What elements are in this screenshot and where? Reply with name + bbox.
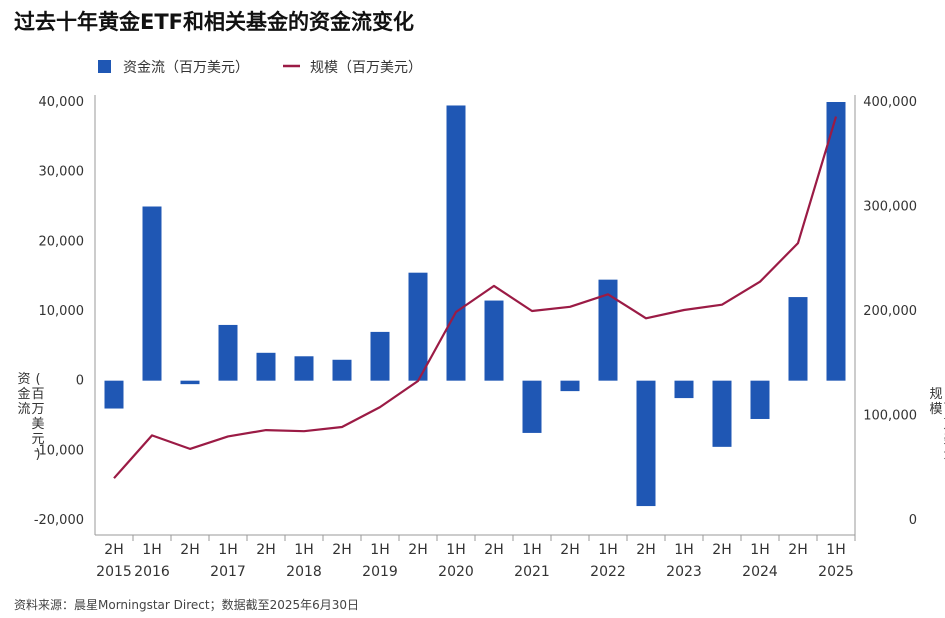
x-tick-half: 1H — [598, 542, 617, 558]
flow-bar — [218, 324, 238, 381]
x-tick-half: 1H — [522, 542, 541, 558]
aum-line-group — [113, 116, 838, 479]
flow-bar — [674, 380, 694, 399]
flow-bar — [256, 352, 276, 381]
right-tick-label: 200,000 — [863, 304, 917, 319]
legend-swatch-flows — [98, 60, 111, 73]
x-tick-half: 2H — [104, 542, 123, 558]
right-axis-ticks: 0 100,000 200,000 300,000 400,000 — [863, 95, 917, 528]
axis-title-line: (百万美元) — [31, 372, 44, 462]
left-tick-label: 0 — [76, 374, 84, 389]
flow-bar — [370, 331, 390, 381]
right-tick-label: 300,000 — [863, 200, 917, 215]
flow-bar — [484, 300, 504, 381]
x-tick-year: 2015 — [96, 564, 132, 580]
x-tick-year: 2019 — [362, 564, 398, 580]
x-axis-ticks: 2H 2015 1H 2016 2H 1H 2017 2H 1H 2018 2H 1H 2019 2H 1H… — [96, 535, 856, 580]
flow-bar — [142, 206, 162, 381]
x-tick-half: 1H — [218, 542, 237, 558]
legend-label-flows: 资金流（百万美元） — [123, 60, 249, 76]
x-tick-half: 2H — [788, 542, 807, 558]
x-tick-year: 2016 — [134, 564, 170, 580]
right-tick-label: 100,000 — [863, 409, 917, 424]
left-axis-ticks: -20,000 -10,000 0 10,000 20,000 30,000 40,000 — [34, 95, 84, 528]
x-tick-half: 1H — [142, 542, 161, 558]
x-tick-year: 2023 — [666, 564, 702, 580]
flow-bar — [826, 102, 846, 381]
x-tick-half: 2H — [180, 542, 199, 558]
x-tick-half: 1H — [294, 542, 313, 558]
flow-bar — [180, 380, 200, 385]
x-tick-half: 2H — [560, 542, 579, 558]
flow-bar — [294, 356, 314, 381]
x-tick-year: 2017 — [210, 564, 246, 580]
flow-bar — [712, 380, 732, 447]
left-tick-label: 10,000 — [39, 304, 85, 319]
left-tick-label: 20,000 — [39, 234, 85, 249]
x-tick-year: 2018 — [286, 564, 322, 580]
flow-bar — [408, 272, 428, 381]
x-tick-half: 1H — [446, 542, 465, 558]
x-tick-half: 2H — [256, 542, 275, 558]
x-tick-half: 1H — [750, 542, 769, 558]
flow-bar — [788, 297, 808, 381]
x-tick-half: 2H — [408, 542, 427, 558]
right-tick-label: 0 — [909, 513, 917, 528]
x-tick-half: 1H — [826, 542, 845, 558]
flow-bar — [446, 105, 466, 381]
x-tick-year: 2021 — [514, 564, 550, 580]
x-tick-half: 1H — [674, 542, 693, 558]
flow-bar — [104, 380, 124, 409]
legend: 资金流（百万美元） 规模（百万美元） — [98, 60, 422, 76]
axis-title-line: 资金流 — [17, 372, 30, 417]
flow-bar — [332, 359, 352, 381]
x-tick-half: 1H — [370, 542, 389, 558]
left-tick-label: -10,000 — [34, 443, 84, 458]
x-tick-half: 2H — [332, 542, 351, 558]
flow-bar — [750, 380, 770, 419]
left-tick-label: -20,000 — [34, 513, 84, 528]
legend-label-aum: 规模（百万美元） — [310, 60, 422, 76]
x-tick-year: 2020 — [438, 564, 474, 580]
x-tick-year: 2025 — [818, 564, 854, 580]
flow-bar — [522, 380, 542, 433]
x-tick-year: 2024 — [742, 564, 778, 580]
x-tick-year: 2022 — [590, 564, 626, 580]
source-note: 资料来源：晨星Morningstar Direct；数据截至2025年6月30日 — [14, 597, 359, 612]
chart-title: 过去十年黄金ETF和相关基金的资金流变化 — [14, 10, 414, 34]
x-tick-half: 2H — [636, 542, 655, 558]
left-axis-title: 资金流(百万美元) — [17, 372, 44, 462]
flow-bar — [598, 279, 618, 381]
left-tick-label: 30,000 — [39, 165, 85, 180]
flow-bar — [636, 380, 656, 507]
axis-title-line: 规模 — [929, 387, 942, 417]
right-axis-title: 规模(百万美元) — [929, 387, 945, 477]
aum-line — [113, 116, 838, 479]
x-tick-half: 2H — [484, 542, 503, 558]
flow-bars — [104, 102, 846, 507]
x-tick-half: 2H — [712, 542, 731, 558]
flow-bar — [560, 380, 580, 392]
right-tick-label: 400,000 — [863, 95, 917, 110]
axis-title-line: (百万美元) — [943, 387, 945, 477]
left-tick-label: 40,000 — [39, 95, 85, 110]
